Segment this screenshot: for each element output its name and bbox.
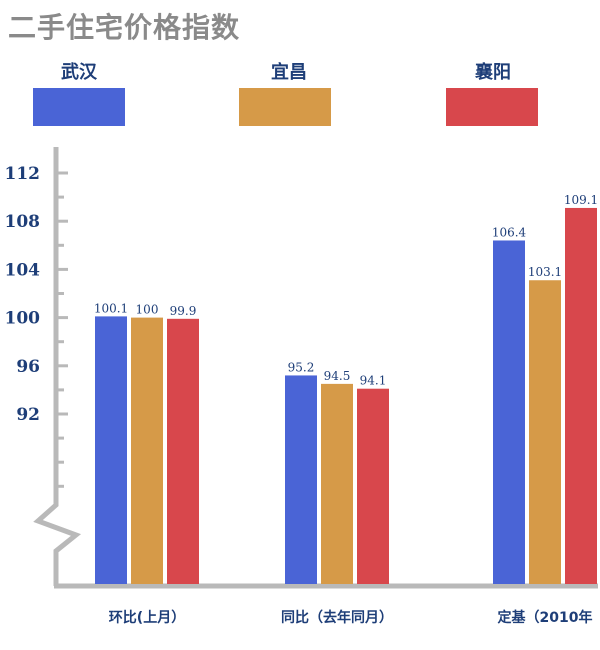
bar-value-label: 103.1 [528,265,562,279]
bar [95,316,127,584]
x-category-label: 环比(上月） [109,609,185,626]
bar [321,383,353,584]
y-tick-label: 100 [5,309,41,329]
y-tick-label: 92 [16,405,40,425]
legend-label: 宜昌 [271,61,307,83]
legend-swatch [239,88,331,126]
bar [529,280,561,584]
bar-value-label: 94.1 [360,374,387,388]
x-category-label: 定基（2010年 [498,609,593,626]
bar [357,388,389,584]
y-tick-label: 108 [5,212,41,232]
y-tick-label: 104 [5,260,41,280]
legend-swatch [33,88,125,126]
y-tick-label: 96 [16,357,40,377]
x-category-label: 同比（去年同月） [281,609,393,626]
chart-title: 二手住宅价格指数 [8,11,241,44]
bar-value-label: 100 [136,303,159,317]
bar [131,317,163,584]
bar [565,207,597,584]
bar-value-label: 99.9 [170,304,197,318]
legend-label: 武汉 [61,62,98,83]
bar [493,240,525,585]
y-axis-line [33,147,82,586]
bar-value-label: 106.4 [492,225,527,239]
bar-value-label: 95.2 [288,360,315,374]
legend-swatch [446,88,538,126]
bar-value-label: 109.1 [564,193,598,207]
legend-label: 襄阳 [474,61,511,83]
bar [285,375,317,584]
bar-value-label: 94.5 [324,369,351,383]
y-tick-label: 112 [5,164,41,184]
bar-value-label: 100.1 [94,301,128,315]
bar [167,318,199,584]
